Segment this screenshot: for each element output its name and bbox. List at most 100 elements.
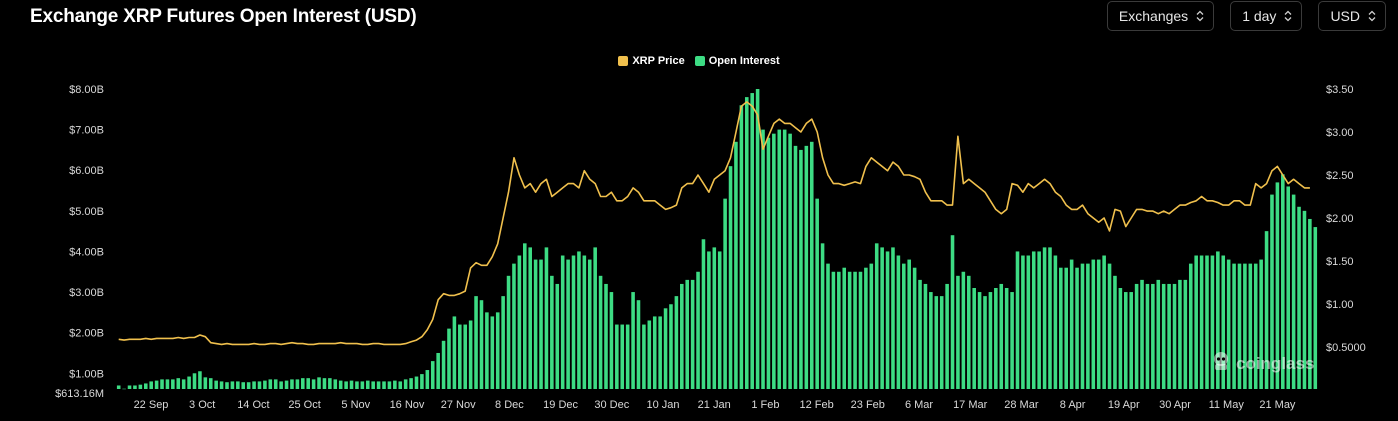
oi-bar [582, 255, 587, 389]
oi-bar [669, 304, 673, 389]
oi-bar [333, 379, 338, 389]
x-axis-tick: 30 Dec [594, 399, 629, 411]
chevron-updown-icon [1368, 10, 1376, 22]
coinglass-logo-icon [1210, 350, 1232, 377]
oi-bar [544, 247, 549, 389]
oi-bar [734, 141, 738, 389]
oi-bar [680, 283, 684, 389]
oi-bar [1042, 247, 1047, 389]
oi-bar [907, 259, 911, 389]
oi-bar [739, 105, 744, 389]
oi-bar [301, 378, 305, 389]
oi-bar [1291, 194, 1296, 389]
oi-bar [165, 379, 170, 389]
oi-bar [1069, 259, 1074, 389]
oi-bar [1205, 255, 1209, 389]
chevron-updown-icon [1284, 10, 1292, 22]
oi-bar [625, 324, 630, 389]
oi-bar [479, 300, 484, 389]
oi-bar [766, 137, 771, 389]
x-axis-tick: 19 Dec [543, 399, 578, 411]
x-axis-tick: 8 Apr [1060, 399, 1086, 411]
oi-bar [371, 381, 375, 389]
oi-bar [116, 385, 121, 389]
oi-bar [966, 275, 971, 389]
watermark: coinglass [1210, 350, 1314, 377]
oi-bar [436, 352, 440, 389]
legend-swatch-oi [694, 56, 705, 66]
oi-bar [490, 316, 495, 389]
oi-bar [869, 263, 874, 389]
oi-bar [409, 378, 413, 389]
oi-bar [690, 279, 695, 389]
oi-bar [1004, 288, 1009, 389]
oi-bar [284, 380, 289, 389]
exchanges-select[interactable]: Exchanges [1106, 1, 1215, 31]
oi-bar [1264, 231, 1269, 389]
left-axis-tick: $3.00B [69, 287, 104, 299]
oi-bar [1118, 288, 1123, 389]
oi-bar [452, 316, 457, 389]
oi-bar [1172, 283, 1177, 389]
oi-bar [1188, 263, 1193, 389]
oi-bar [1259, 259, 1263, 389]
oi-bar [376, 381, 381, 389]
oi-bar [1075, 267, 1079, 389]
left-axis-tick: $1.00B [69, 368, 104, 380]
interval-select-label: 1 day [1242, 8, 1277, 24]
right-axis-tick: $3.00 [1326, 127, 1354, 139]
oi-bar [322, 378, 327, 389]
oi-bar [896, 255, 901, 389]
oi-bar [577, 251, 581, 389]
oi-bar [138, 384, 143, 389]
oi-bar [365, 380, 370, 389]
oi-bar [403, 379, 408, 389]
legend-item-open-interest[interactable]: Open Interest [694, 55, 780, 67]
oi-bar [652, 316, 657, 389]
oi-bar [338, 380, 343, 389]
oi-bar [728, 166, 733, 389]
oi-bar [219, 381, 224, 389]
oi-bar [988, 292, 993, 389]
oi-bar [485, 312, 489, 389]
oi-bar [1232, 263, 1236, 389]
left-axis-tick: $2.00B [69, 328, 104, 340]
oi-bar [246, 382, 251, 389]
oi-bar [712, 247, 717, 389]
oi-bar [663, 308, 668, 389]
chart-controls: Exchanges 1 day USD [1106, 1, 1386, 31]
oi-bar [804, 145, 809, 389]
oi-bar [847, 271, 852, 389]
oi-bar [923, 283, 928, 389]
oi-bar [598, 275, 603, 389]
oi-bar [208, 378, 213, 389]
x-axis-tick: 28 Mar [1004, 399, 1039, 411]
oi-bar [587, 259, 592, 389]
oi-bar [154, 380, 159, 389]
oi-bar [1178, 279, 1182, 389]
oi-bar [230, 381, 235, 389]
oi-bar [956, 275, 960, 389]
oi-bar [355, 381, 359, 389]
currency-select[interactable]: USD [1318, 1, 1386, 31]
oi-bar [934, 296, 939, 389]
oi-bar [512, 263, 516, 389]
oi-bar [273, 379, 278, 389]
legend-item-xrp-price[interactable]: XRP Price [618, 55, 685, 67]
oi-bar [560, 255, 565, 389]
oi-bar [1194, 255, 1198, 389]
legend-label-oi: Open Interest [708, 55, 780, 67]
interval-select[interactable]: 1 day [1230, 1, 1303, 31]
oi-bar [306, 378, 310, 389]
oi-bar [149, 381, 153, 389]
oi-bar [674, 296, 679, 389]
oi-bar [1037, 251, 1041, 389]
oi-bar [793, 145, 798, 389]
oi-bar [1183, 279, 1188, 389]
oi-bar [192, 373, 197, 389]
oi-bar [912, 267, 917, 389]
chevron-updown-icon [1196, 10, 1204, 22]
oi-bar [961, 271, 966, 389]
oi-bar [181, 379, 186, 389]
